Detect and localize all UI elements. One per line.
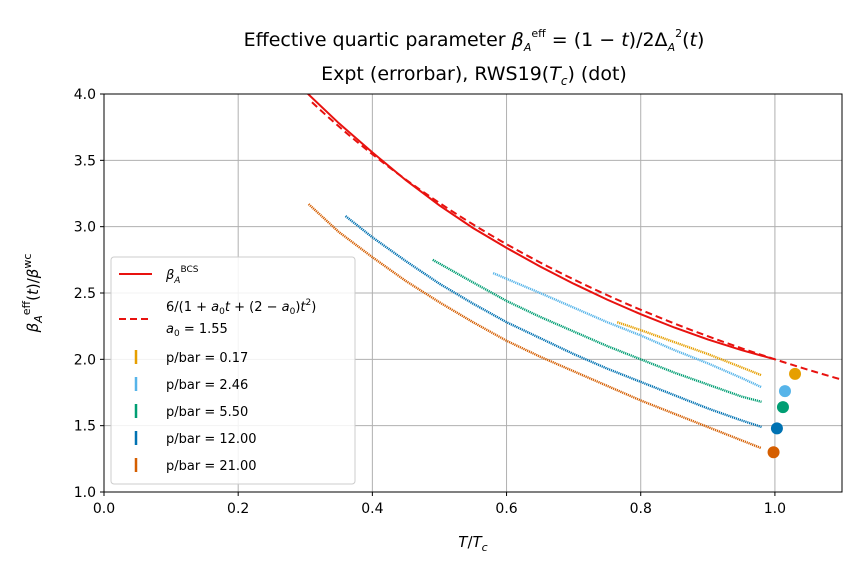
x-tick-label: 1.0	[764, 501, 786, 517]
legend-series: p/bar = 0.17 p/bar = 2.46 p/bar = 5.50 p/ba…	[134, 350, 257, 474]
axis-ticks: 0.0 0.2 0.4 0.6 0.8 1.0 1.0 1.5 2.0 2.5 3.0 3.5 4.0	[74, 87, 786, 517]
x-tick-label: 0.8	[630, 501, 652, 517]
legend-label: p/bar = 21.00	[166, 459, 257, 474]
series-line	[307, 203, 762, 450]
legend-label-a0: a0 = 1.55	[166, 322, 228, 339]
series-line	[616, 321, 762, 377]
x-axis-label: T/Tc	[458, 533, 487, 554]
chart-title-line1: Effective quartic parameter βAeff = (1 −…	[244, 27, 705, 54]
y-tick-label: 3.0	[74, 220, 96, 236]
y-tick-label: 4.0	[74, 87, 96, 103]
x-tick-label: 0.6	[495, 501, 517, 517]
legend: βABCS 6/(1 + a0t + (2 − a0)t2) a0 = 1.55…	[110, 256, 356, 485]
legend-label-bcs: βABCS	[165, 265, 199, 286]
rws19-dot	[778, 385, 791, 398]
x-tick-label: 0.2	[227, 501, 249, 517]
bcs-curve	[306, 94, 776, 361]
y-tick-label: 2.0	[74, 352, 96, 368]
legend-label: p/bar = 12.00	[166, 432, 257, 447]
chart-title: Effective quartic parameter βAeff = (1 −…	[244, 27, 705, 88]
y-tick-label: 1.5	[74, 419, 96, 435]
legend-label: p/bar = 5.50	[166, 405, 248, 420]
series-line	[432, 258, 762, 403]
y-axis-label: βAeff(t)/βwc	[20, 254, 45, 334]
series-line	[344, 215, 762, 429]
series-line	[492, 271, 762, 389]
fit-curve	[311, 101, 842, 381]
y-tick-label: 2.5	[74, 286, 96, 302]
data-series	[307, 203, 802, 459]
y-tick-label: 1.0	[74, 485, 96, 501]
legend-label-fit: 6/(1 + a0t + (2 − a0)t2)	[166, 298, 316, 317]
y-tick-label: 3.5	[74, 153, 96, 169]
legend-box	[110, 256, 356, 485]
legend-label: p/bar = 0.17	[166, 351, 248, 366]
rws19-dot	[770, 422, 783, 435]
rws19-dot	[767, 446, 780, 459]
rws19-dot	[776, 401, 789, 414]
chart-title-line2: Expt (errorbar), RWS19(Tc) (dot)	[321, 63, 627, 88]
rws19-dot	[789, 367, 802, 380]
x-tick-label: 0.4	[361, 501, 383, 517]
x-tick-label: 0.0	[93, 501, 115, 517]
reference-curves	[306, 94, 842, 381]
legend-label: p/bar = 2.46	[166, 378, 248, 393]
